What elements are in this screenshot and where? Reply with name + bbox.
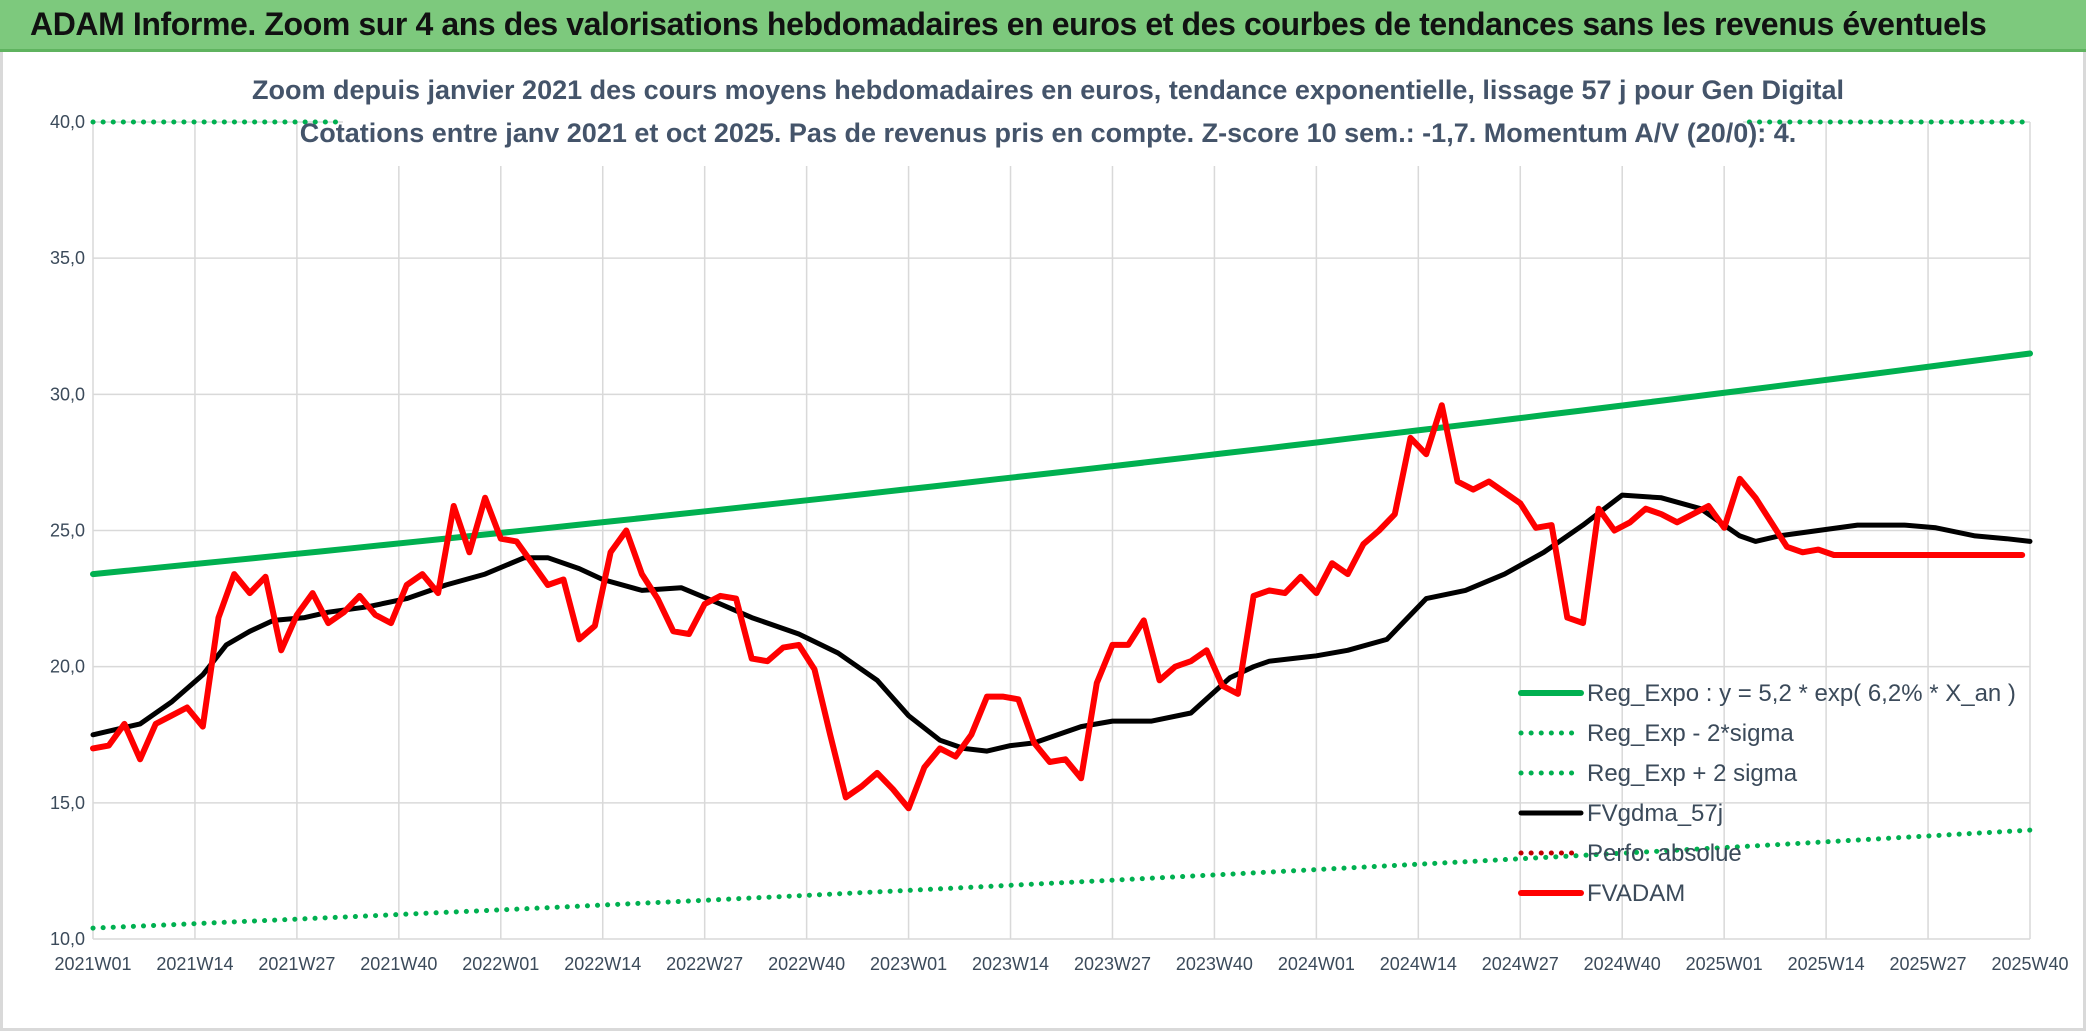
x-tick-label: 2022W14 <box>564 954 641 974</box>
x-tick-label: 2024W01 <box>1278 954 1355 974</box>
x-tick-label: 2025W40 <box>1991 954 2068 974</box>
x-tick-label: 2023W40 <box>1176 954 1253 974</box>
x-tick-label: 2023W14 <box>972 954 1049 974</box>
y-tick-label: 15,0 <box>50 793 85 813</box>
chart-frame: Zoom depuis janvier 2021 des cours moyen… <box>0 52 2086 1031</box>
legend-label: Reg_Exp + 2 sigma <box>1587 760 1798 787</box>
x-tick-label: 2022W40 <box>768 954 845 974</box>
x-tick-label: 2024W40 <box>1584 954 1661 974</box>
x-tick-label: 2023W27 <box>1074 954 1151 974</box>
x-tick-label: 2021W40 <box>360 954 437 974</box>
title-backdrop <box>343 56 1743 166</box>
x-tick-label: 2025W01 <box>1686 954 1763 974</box>
y-tick-label: 10,0 <box>50 929 85 949</box>
legend-label: Reg_Expo : y = 5,2 * exp( 6,2% * X_an ) <box>1587 680 2016 707</box>
y-tick-label: 25,0 <box>50 521 85 541</box>
chart-legend: Reg_Expo : y = 5,2 * exp( 6,2% * X_an ) R… <box>1518 680 2016 907</box>
x-tick-label: 2021W01 <box>54 954 131 974</box>
series-line-5 <box>90 402 2026 812</box>
y-tick-label: 20,0 <box>50 657 85 677</box>
x-tick-label: 2025W14 <box>1788 954 1865 974</box>
report-banner: ADAM Informe. Zoom sur 4 ans des valoris… <box>0 0 2086 52</box>
x-tick-label: 2021W14 <box>156 954 233 974</box>
x-tick-label: 2024W27 <box>1482 954 1559 974</box>
series-line-3 <box>90 492 2033 754</box>
x-tick-label: 2022W27 <box>666 954 743 974</box>
y-tick-label: 40,0 <box>50 112 85 132</box>
series-line-1 <box>90 827 2033 931</box>
x-tick-label: 2021W27 <box>258 954 335 974</box>
chart-grid <box>92 121 2031 940</box>
chart-svg: Zoom depuis janvier 2021 des cours moyen… <box>50 56 2069 974</box>
y-axis: 10,0 15,0 20,0 25,0 30,0 35,0 40,0 <box>50 112 85 949</box>
x-tick-label: 2025W27 <box>1890 954 1967 974</box>
legend-label: Reg_Exp - 2*sigma <box>1587 720 1794 747</box>
x-tick-label: 2022W01 <box>462 954 539 974</box>
chart-series-layer <box>90 119 2033 931</box>
y-tick-label: 30,0 <box>50 384 85 404</box>
x-tick-label: 2023W01 <box>870 954 947 974</box>
report-title: ADAM Informe. Zoom sur 4 ans des valoris… <box>30 6 1987 42</box>
series-line-0 <box>90 350 2033 578</box>
legend-label: FVADAM <box>1587 880 1685 907</box>
x-tick-label: 2024W14 <box>1380 954 1457 974</box>
chart-subtitle: Cotations entre janv 2021 et oct 2025. P… <box>300 118 1797 148</box>
legend-label: Perfo. absolue <box>1587 840 1742 867</box>
y-tick-label: 35,0 <box>50 248 85 268</box>
legend-label: FVgdma_57j <box>1587 800 1723 827</box>
x-axis: 2021W01 2021W14 2021W27 2021W40 2022W01 2022W… <box>54 954 2068 974</box>
chart-title: Zoom depuis janvier 2021 des cours moyen… <box>252 75 1844 105</box>
